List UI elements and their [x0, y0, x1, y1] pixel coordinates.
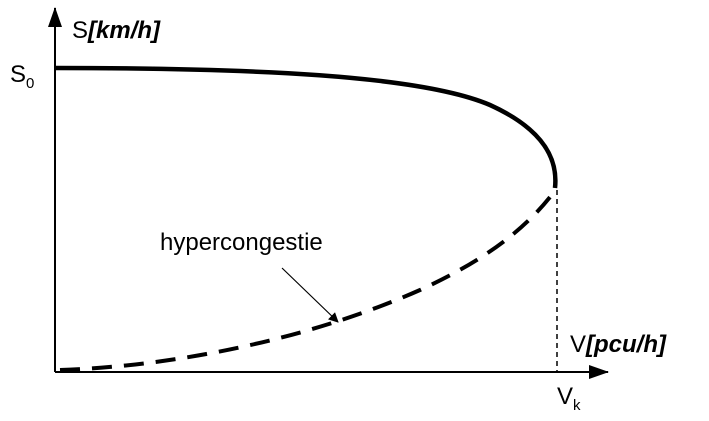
s0-subscript: 0 [26, 75, 34, 92]
y-symbol: S [72, 17, 88, 44]
x-unit: [pcu/h] [585, 331, 667, 358]
y-axis-label: S[km/h] [72, 17, 161, 44]
vk-symbol: V [557, 383, 573, 410]
annotation-arrow [281, 267, 339, 323]
congested-curve [59, 186, 559, 372]
vk-label: Vk [557, 383, 581, 414]
s0-label: S0 [10, 61, 34, 92]
x-axis-label: V[pcu/h] [570, 331, 667, 358]
x-symbol: V [570, 331, 586, 358]
y-unit: [km/h] [87, 17, 161, 44]
free-flow-curve [54, 65, 558, 189]
s0-symbol: S [10, 61, 26, 88]
annotation-label: hypercongestie [160, 229, 323, 256]
vk-subscript: k [573, 397, 581, 414]
